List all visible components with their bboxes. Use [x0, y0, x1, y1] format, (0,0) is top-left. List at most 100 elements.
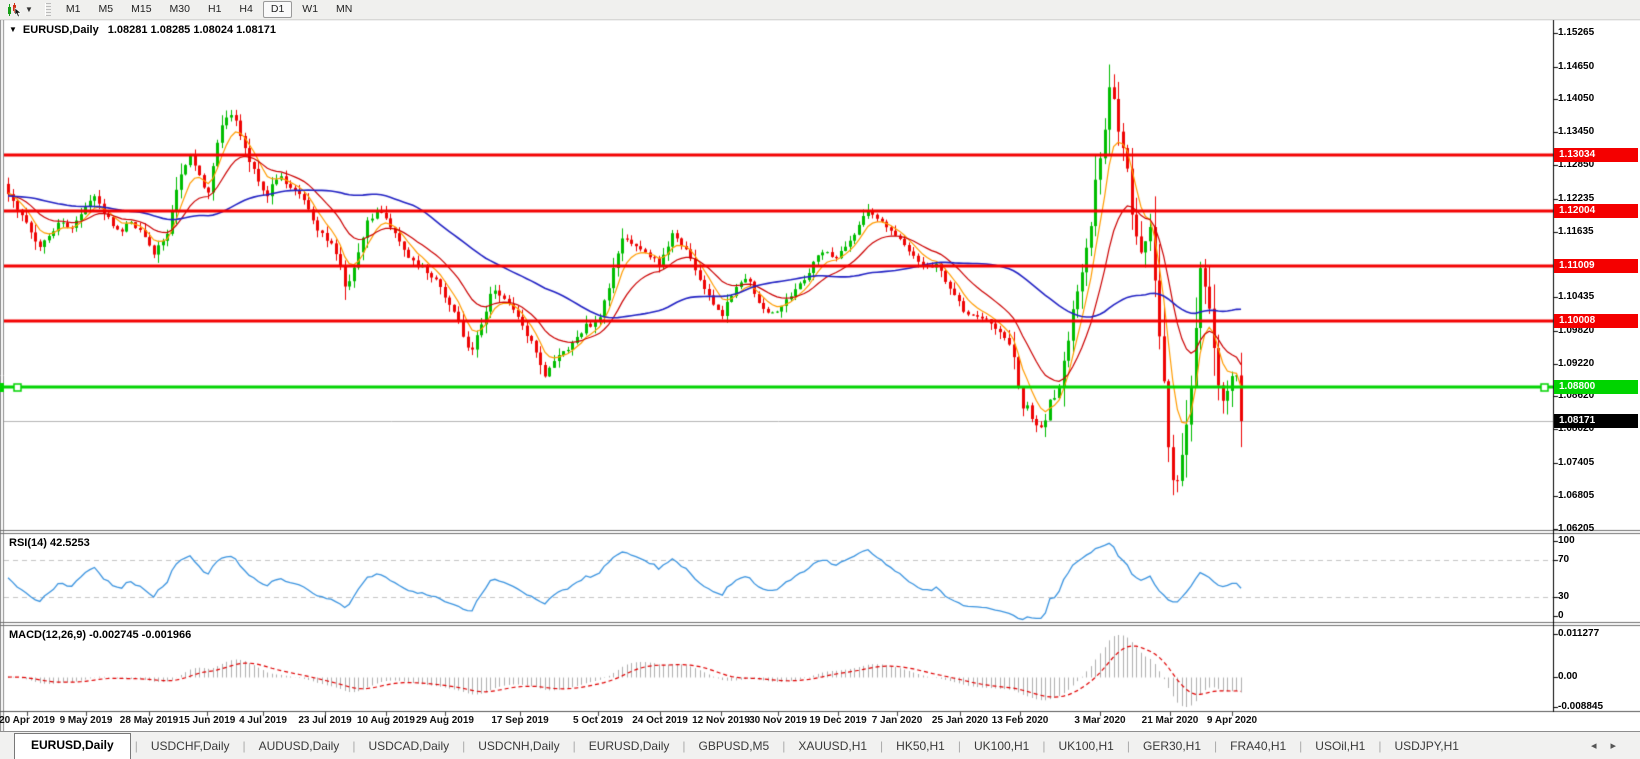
- chart-type-dropdown-caret-icon[interactable]: ▼: [25, 5, 33, 14]
- price-axis-label: 1.08020: [1558, 423, 1595, 435]
- macd-label: MACD(12,26,9) -0.002745 -0.001966: [9, 629, 192, 641]
- rsi-axis-label: 70: [1558, 554, 1570, 565]
- chart-menu-triangle-icon[interactable]: ▼: [9, 25, 17, 34]
- chart-cursor-icon-svg: [8, 2, 22, 17]
- date-axis-label: 10 Aug 2019: [357, 715, 415, 726]
- timeframe-button-w1[interactable]: W1: [302, 3, 319, 15]
- tab-separator: |: [1042, 739, 1046, 753]
- timeframe-button-m15[interactable]: M15: [131, 3, 152, 15]
- timeframe-buttons: M1 M5 M15 M30 H1 H4 D1 W1 MN: [57, 1, 361, 18]
- chart-tab-7-xauusd-h1[interactable]: XAUUSD,H1: [798, 739, 868, 753]
- date-axis-label: 3 Mar 2020: [1074, 715, 1126, 726]
- date-axis-label: 28 May 2019: [119, 715, 179, 726]
- date-axis-label: 7 Jan 2020: [871, 715, 923, 726]
- macd-axis-label: 0.011277: [1558, 628, 1600, 639]
- tab-separator: |: [957, 739, 961, 753]
- timeframe-button-h1[interactable]: H1: [207, 3, 222, 15]
- price-axis-label: 1.13450: [1558, 126, 1595, 138]
- price-axis-label: 1.11635: [1558, 225, 1594, 237]
- chart-tab-4-usdcnh-daily[interactable]: USDCNH,Daily: [478, 739, 560, 753]
- tab-scroll-arrows: ◂▸: [1591, 739, 1630, 752]
- chart-tab-3-usdcad-daily[interactable]: USDCAD,Daily: [368, 739, 450, 753]
- tab-separator: |: [462, 739, 466, 753]
- date-axis-label: 4 Jul 2019: [239, 715, 287, 726]
- timeframe-button-m1[interactable]: M1: [65, 3, 81, 15]
- price-line-tag: 1.13034: [1554, 148, 1638, 163]
- chart-tab-12-fra40-h1[interactable]: FRA40,H1: [1230, 739, 1287, 753]
- tab-separator: |: [1299, 739, 1303, 753]
- chart-tab-1-usdchf-daily[interactable]: USDCHF,Daily: [150, 739, 230, 753]
- price-line-tag: 1.08800: [1554, 379, 1638, 394]
- date-axis-label: 24 Oct 2019: [632, 715, 688, 726]
- date-axis-label: 21 Mar 2020: [1141, 715, 1199, 726]
- chart-tab-list: EURUSD,Daily | USDCHF,Daily | AUDUSD,Daily | U…: [0, 732, 1472, 759]
- chart-tab-8-hk50-h1[interactable]: HK50,H1: [896, 739, 945, 753]
- timeframe-button-h4[interactable]: H4: [239, 3, 253, 15]
- timeframe-toolbar: ▼ M1 M5 M15 M30 H1 H4 D1 W1 MN: [0, 0, 1640, 20]
- chart-tab-13-usoil-h1[interactable]: USOil,H1: [1315, 739, 1366, 753]
- price-line-tag: 1.11009: [1554, 258, 1638, 273]
- tab-separator: |: [352, 739, 356, 753]
- price-axis-label: 1.15265: [1558, 27, 1595, 38]
- date-axis-label: 9 May 2019: [59, 715, 113, 726]
- chart-tab-0-eurusd-daily[interactable]: EURUSD,Daily: [14, 733, 131, 759]
- price-axis-label: 1.09220: [1558, 357, 1595, 369]
- chart-title-symbol: EURUSD,Daily: [22, 24, 99, 36]
- rsi-axis-label: 0: [1558, 610, 1564, 621]
- chart-tab-10-uk100-h1[interactable]: UK100,H1: [1058, 739, 1114, 753]
- tab-scroll-left-icon[interactable]: ◂: [1590, 740, 1611, 752]
- tab-separator: |: [242, 739, 246, 753]
- macd-axis-label: -0.008845: [1558, 701, 1604, 712]
- date-axis-label: 19 Dec 2019: [809, 715, 867, 726]
- rsi-label: RSI(14) 42.5253: [9, 537, 90, 549]
- date-axis-label: 25 Jan 2020: [931, 715, 989, 726]
- tab-scroll-right-icon[interactable]: ▸: [1610, 740, 1630, 752]
- date-axis-label: 29 Aug 2019: [416, 715, 474, 726]
- tab-separator: |: [1126, 739, 1130, 753]
- date-axis-label: 12 Nov 2019: [692, 715, 750, 726]
- tab-separator: |: [1214, 739, 1218, 753]
- date-axis-label: 13 Feb 2020: [991, 715, 1049, 726]
- chart-tab-bar: EURUSD,Daily | USDCHF,Daily | AUDUSD,Daily | U…: [0, 731, 1640, 759]
- chart-cursor-icon[interactable]: [4, 2, 24, 17]
- date-axis-label: 20 Apr 2019: [0, 715, 55, 726]
- rsi-axis-label: 30: [1558, 591, 1570, 602]
- price-axis-label: 1.10435: [1558, 291, 1595, 303]
- date-axis-label: 5 Oct 2019: [572, 715, 624, 726]
- chart-title-ohlc: 1.08281 1.08285 1.08024 1.08171: [107, 24, 276, 36]
- chart-tab-9-uk100-h1[interactable]: UK100,H1: [973, 739, 1030, 753]
- price-axis-label: 1.07405: [1558, 456, 1595, 468]
- chart-tab-14-usdjpy-h1[interactable]: USDJPY,H1: [1394, 739, 1459, 753]
- chart-tab-6-gbpusd-m5[interactable]: GBPUSD,M5: [698, 739, 770, 753]
- chart-tab-2-audusd-daily[interactable]: AUDUSD,Daily: [258, 739, 340, 753]
- price-line-tag: 1.10008: [1554, 313, 1638, 328]
- tab-separator: |: [880, 739, 884, 753]
- tab-separator: |: [682, 739, 686, 753]
- price-axis-label: 1.14050: [1558, 93, 1595, 105]
- timeframe-button-m30[interactable]: M30: [169, 3, 190, 15]
- price-axis-label: 1.14650: [1558, 60, 1595, 72]
- tab-separator: |: [782, 739, 786, 753]
- date-axis-label: 9 Apr 2020: [1206, 715, 1258, 726]
- tab-separator: |: [572, 739, 576, 753]
- chart-title: ▼ EURUSD,Daily 1.08281 1.08285 1.08024 1.0…: [9, 24, 276, 36]
- date-axis-label: 15 Jun 2019: [178, 715, 236, 726]
- macd-axis-label: 0.00: [1558, 671, 1578, 682]
- timeframe-button-mn[interactable]: MN: [336, 3, 353, 15]
- price-axis-label: 1.06205: [1558, 522, 1595, 534]
- current-price-tag: 1.08171: [1554, 414, 1638, 429]
- price-axis-label: 1.12850: [1558, 159, 1595, 171]
- price-axis-label: 1.09820: [1558, 324, 1595, 336]
- chart-tab-11-ger30-h1[interactable]: GER30,H1: [1142, 739, 1202, 753]
- toolbar-grip[interactable]: [44, 3, 51, 16]
- price-axis-label: 1.12235: [1558, 192, 1595, 204]
- tab-separator: |: [134, 739, 138, 753]
- timeframe-button-m5[interactable]: M5: [98, 3, 114, 15]
- date-axis-label: 23 Jul 2019: [298, 715, 352, 726]
- chart-tab-5-eurusd-daily[interactable]: EURUSD,Daily: [588, 739, 670, 753]
- timeframe-button-d1[interactable]: D1: [262, 1, 293, 18]
- date-axis-label: 30 Nov 2019: [749, 715, 807, 726]
- price-line-tag: 1.12004: [1554, 204, 1638, 219]
- price-axis-label: 1.06805: [1558, 489, 1595, 501]
